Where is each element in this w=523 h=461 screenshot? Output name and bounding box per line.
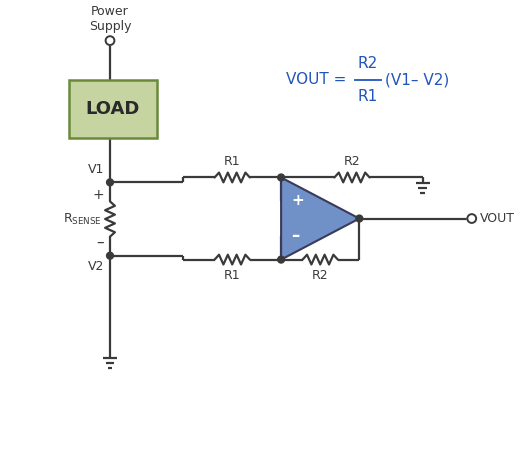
Text: R1: R1 bbox=[224, 155, 241, 168]
Text: $\mathregular{R_{SENSE}}$: $\mathregular{R_{SENSE}}$ bbox=[63, 212, 102, 226]
Text: Power
Supply: Power Supply bbox=[89, 5, 131, 33]
Text: VOUT =: VOUT = bbox=[286, 72, 351, 87]
Text: V1: V1 bbox=[88, 164, 104, 177]
Circle shape bbox=[468, 214, 476, 223]
Text: R2: R2 bbox=[344, 155, 360, 168]
Text: LOAD: LOAD bbox=[86, 100, 140, 118]
Circle shape bbox=[107, 252, 113, 259]
Text: –: – bbox=[97, 235, 104, 250]
Text: +: + bbox=[291, 193, 304, 208]
Text: (V1– V2): (V1– V2) bbox=[385, 72, 449, 87]
FancyBboxPatch shape bbox=[69, 80, 157, 138]
Polygon shape bbox=[281, 177, 359, 260]
Circle shape bbox=[278, 256, 285, 263]
Text: R2: R2 bbox=[312, 269, 328, 283]
Text: V2: V2 bbox=[88, 260, 104, 272]
Circle shape bbox=[356, 215, 363, 222]
Circle shape bbox=[278, 174, 285, 181]
Text: R2: R2 bbox=[358, 56, 378, 71]
Circle shape bbox=[106, 36, 115, 45]
Text: +: + bbox=[93, 188, 104, 202]
Text: R1: R1 bbox=[358, 89, 378, 104]
Text: R1: R1 bbox=[224, 269, 241, 283]
Circle shape bbox=[107, 179, 113, 186]
Text: VOUT: VOUT bbox=[480, 212, 515, 225]
Text: –: – bbox=[291, 227, 299, 245]
